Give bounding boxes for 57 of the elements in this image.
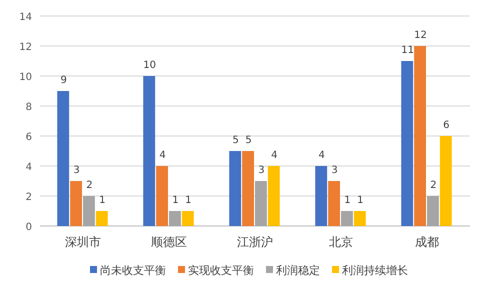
bar	[96, 211, 108, 226]
data-label: 1	[185, 195, 192, 206]
x-tick-label: 深圳市	[65, 235, 101, 249]
x-tick-label: 北京	[329, 235, 353, 249]
bar	[341, 211, 353, 226]
data-label: 6	[443, 120, 450, 131]
bar	[255, 181, 267, 226]
bar	[440, 136, 452, 226]
bar	[143, 76, 156, 226]
data-label: 1	[344, 195, 351, 206]
bar	[57, 91, 70, 226]
bar	[328, 181, 340, 226]
bar	[401, 61, 414, 226]
data-label: 5	[232, 135, 239, 146]
bar	[83, 196, 95, 226]
bar	[229, 151, 242, 226]
data-label: 3	[258, 165, 265, 176]
y-tick-label: 10	[19, 72, 32, 83]
y-tick-label: 12	[19, 42, 32, 53]
legend-label: 尚未收支平衡	[100, 264, 166, 277]
data-label: 10	[143, 60, 156, 71]
data-label: 3	[73, 165, 80, 176]
bar	[315, 166, 328, 226]
bar	[427, 196, 439, 226]
data-label: 11	[401, 45, 414, 56]
data-label: 5	[245, 135, 252, 146]
y-tick-label: 2	[26, 192, 32, 203]
x-tick-label: 江浙沪	[237, 235, 273, 249]
data-label: 2	[430, 180, 437, 191]
bar	[182, 211, 194, 226]
y-tick-label: 8	[26, 102, 32, 113]
data-label: 12	[414, 30, 427, 41]
bar	[156, 166, 168, 226]
data-label: 1	[99, 195, 106, 206]
legend-label: 利润持续增长	[342, 264, 408, 277]
data-label: 1	[172, 195, 179, 206]
bar	[414, 46, 426, 226]
bar	[70, 181, 82, 226]
bar	[354, 211, 366, 226]
bar	[169, 211, 181, 226]
y-tick-label: 14	[19, 12, 32, 23]
data-label: 2	[86, 180, 93, 191]
y-tick-label: 4	[26, 162, 32, 173]
data-label: 4	[271, 150, 278, 161]
legend-label: 实现收支平衡	[188, 264, 254, 277]
data-label: 4	[318, 150, 325, 161]
x-tick-label: 成都	[415, 235, 439, 249]
legend-label: 利润稳定	[276, 264, 320, 277]
data-label: 9	[60, 75, 67, 86]
data-label: 1	[357, 195, 364, 206]
data-label: 3	[331, 165, 338, 176]
x-tick-label: 顺德区	[151, 235, 187, 249]
data-label: 4	[159, 150, 166, 161]
bar	[242, 151, 254, 226]
bar	[268, 166, 280, 226]
y-tick-label: 0	[26, 222, 32, 233]
y-tick-label: 6	[26, 132, 32, 143]
